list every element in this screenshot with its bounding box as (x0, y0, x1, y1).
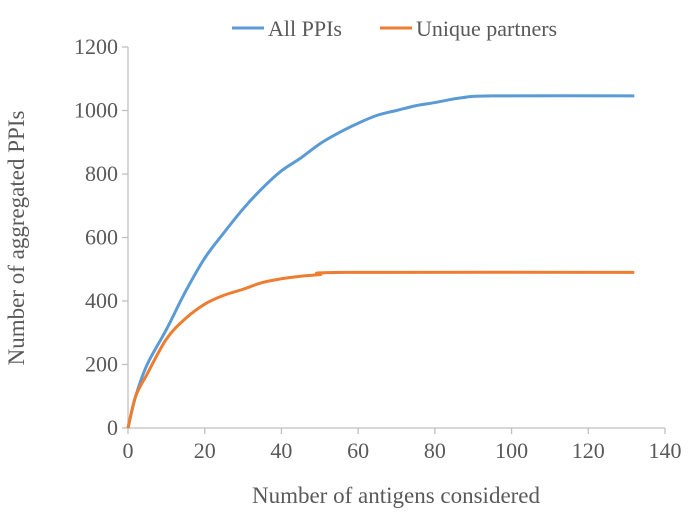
x-tick-label: 40 (270, 438, 292, 463)
y-tick-label: 400 (85, 288, 118, 313)
y-tick-label: 1000 (74, 98, 118, 123)
series-line-all-ppis (126, 94, 635, 429)
x-tick-label: 120 (572, 438, 605, 463)
x-tick-label: 60 (347, 438, 369, 463)
legend-label: All PPIs (268, 16, 342, 41)
x-tick-label: 140 (649, 438, 682, 463)
y-tick-label: 600 (85, 225, 118, 250)
x-tick-label: 80 (424, 438, 446, 463)
y-tick-label: 1200 (74, 34, 118, 59)
y-tick-label: 200 (85, 352, 118, 377)
x-axis-label: Number of antigens considered (252, 483, 541, 508)
y-axis-label: Number of aggregated PPIs (4, 111, 29, 366)
x-tick-label: 0 (123, 438, 134, 463)
y-tick-label: 800 (85, 161, 118, 186)
x-tick-label: 20 (194, 438, 216, 463)
series-line-unique-partners (126, 270, 635, 429)
y-tick-label: 0 (107, 415, 118, 440)
legend-label: Unique partners (416, 16, 557, 41)
x-tick-label: 100 (495, 438, 528, 463)
